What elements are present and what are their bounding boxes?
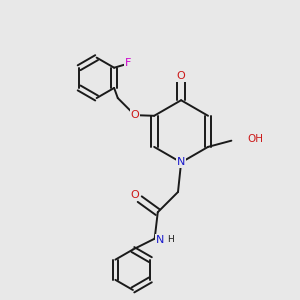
Text: F: F xyxy=(125,58,132,68)
Text: O: O xyxy=(130,110,139,120)
Text: O: O xyxy=(131,190,140,200)
Text: N: N xyxy=(177,158,185,167)
Text: O: O xyxy=(177,71,185,81)
Text: N: N xyxy=(156,235,164,245)
Text: H: H xyxy=(167,235,174,244)
Text: OH: OH xyxy=(248,134,263,144)
